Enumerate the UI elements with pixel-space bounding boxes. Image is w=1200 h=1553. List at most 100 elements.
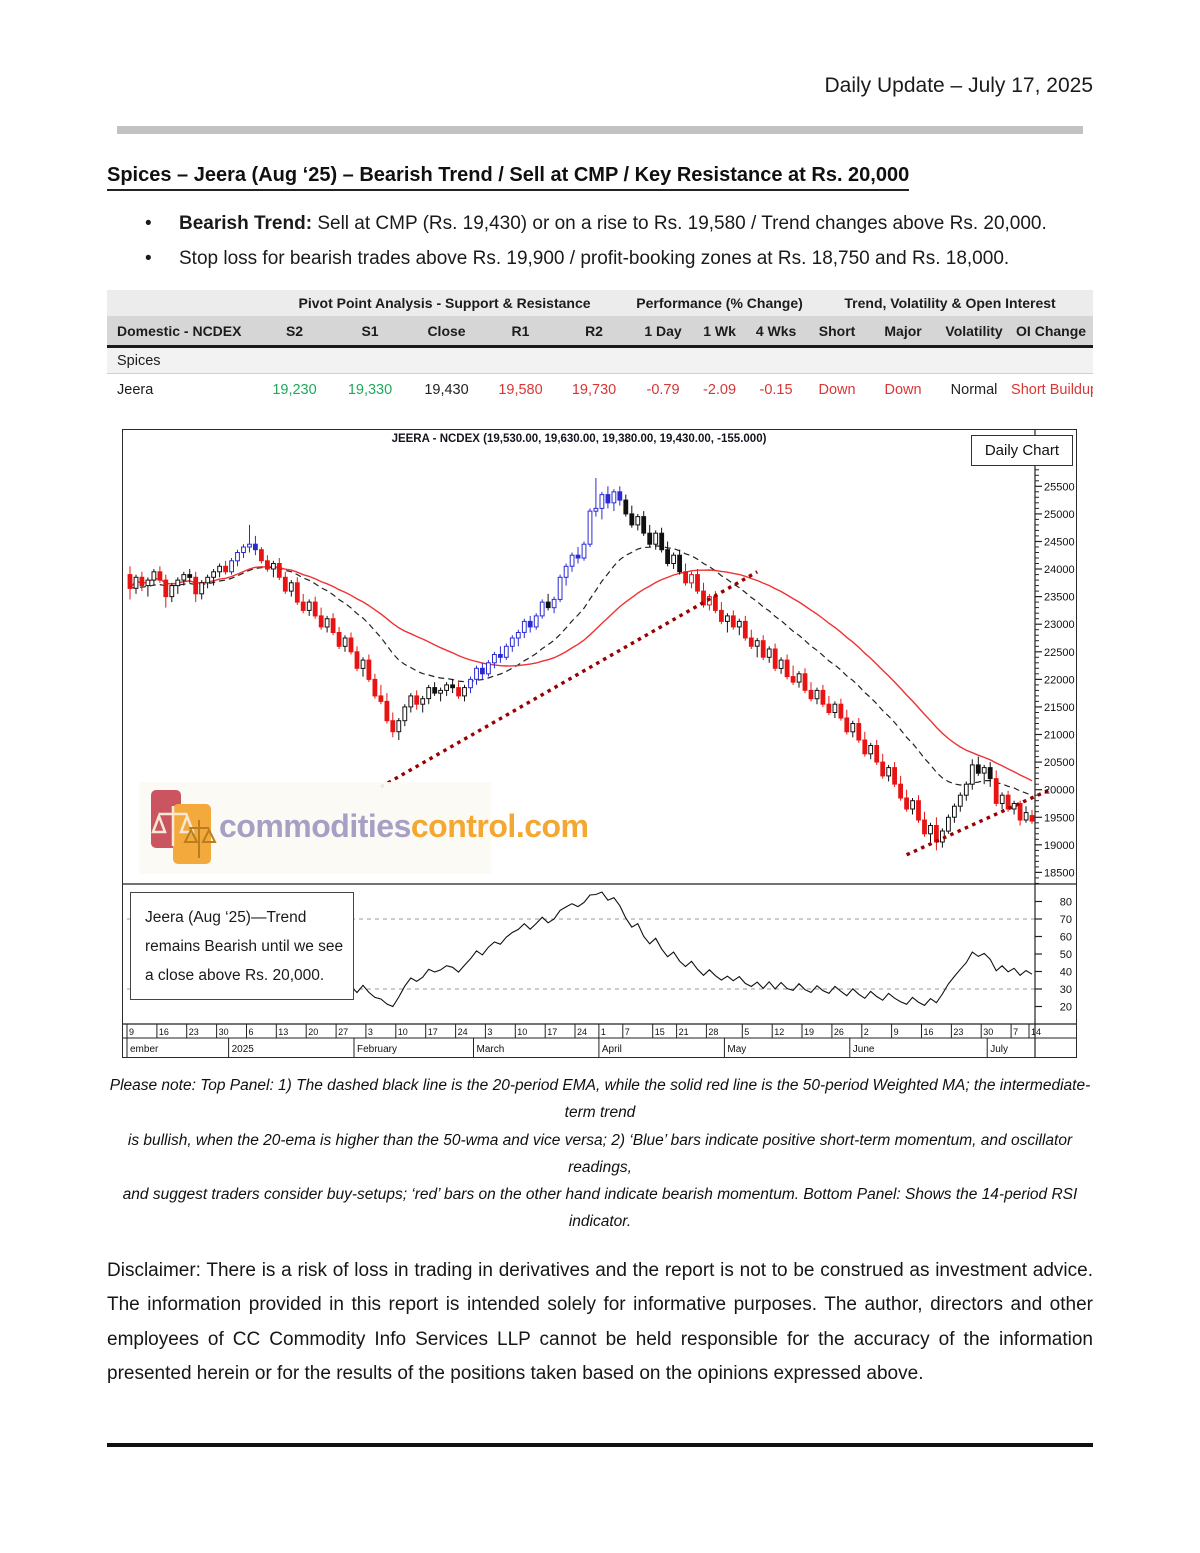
section-title-text: Spices – Jeera (Aug ‘25) – Bearish Trend… — [107, 164, 910, 191]
cell-4wks: -0.15 — [745, 373, 808, 405]
pivot-table: Pivot Point Analysis - Support & Resista… — [107, 290, 1094, 405]
svg-text:July: July — [990, 1044, 1008, 1055]
svg-text:60: 60 — [1060, 932, 1072, 944]
svg-text:5: 5 — [744, 1027, 749, 1037]
svg-text:6: 6 — [249, 1027, 254, 1037]
svg-text:30: 30 — [983, 1027, 993, 1037]
svg-text:16: 16 — [924, 1027, 934, 1037]
cell-s2: 19,230 — [257, 373, 332, 405]
svg-text:24500: 24500 — [1044, 537, 1075, 549]
chart-title: JEERA - NCDEX (19,530.00, 19,630.00, 19,… — [391, 433, 767, 445]
bullet-item: Bearish Trend: Sell at CMP (Rs. 19,430) … — [143, 213, 1200, 235]
svg-text:20: 20 — [1060, 1002, 1072, 1014]
svg-text:June: June — [853, 1044, 875, 1055]
bottom-rule — [107, 1443, 1093, 1447]
col-1wk: 1 Wk — [694, 316, 746, 348]
watermark-logo: commoditiescontrol.com — [139, 782, 589, 874]
group-header-spacer — [107, 290, 257, 316]
svg-text:9: 9 — [894, 1027, 899, 1037]
col-s1: S1 — [332, 316, 408, 348]
svg-text:21: 21 — [679, 1027, 689, 1037]
svg-text:24000: 24000 — [1044, 564, 1075, 576]
col-close: Close — [408, 316, 485, 348]
col-r2: R2 — [556, 316, 633, 348]
svg-text:50: 50 — [1060, 949, 1072, 961]
bullet-text: Stop loss for bearish trades above Rs. 1… — [179, 248, 1010, 269]
group-header-performance: Performance (% Change) — [632, 290, 808, 316]
cell-1wk: -2.09 — [694, 373, 746, 405]
svg-text:23: 23 — [189, 1027, 199, 1037]
svg-text:10: 10 — [517, 1027, 527, 1037]
chart-annotation: Jeera (Aug ‘25)—Trend remains Bearish un… — [130, 892, 354, 1000]
svg-text:20: 20 — [308, 1027, 318, 1037]
cell-oi-change: Short Buildup — [1009, 373, 1094, 405]
watermark-text: commoditiescontrol.com — [219, 808, 589, 845]
svg-text:3: 3 — [368, 1027, 373, 1037]
note-paragraph: Please note: Top Panel: 1) The dashed bl… — [104, 1072, 1096, 1236]
col-r1: R1 — [485, 316, 556, 348]
svg-text:3: 3 — [487, 1027, 492, 1037]
svg-text:17: 17 — [547, 1027, 557, 1037]
cell-major-trend: Down — [867, 373, 940, 405]
svg-text:20000: 20000 — [1044, 785, 1075, 797]
bullet-item: Stop loss for bearish trades above Rs. 1… — [143, 248, 1200, 270]
svg-text:30: 30 — [219, 1027, 229, 1037]
svg-text:23000: 23000 — [1044, 619, 1075, 631]
cell-s1: 19,330 — [332, 373, 408, 405]
svg-text:16: 16 — [159, 1027, 169, 1037]
svg-text:14: 14 — [1031, 1027, 1041, 1037]
col-major: Major — [867, 316, 940, 348]
svg-text:May: May — [727, 1044, 746, 1055]
svg-text:26: 26 — [834, 1027, 844, 1037]
cell-volatility: Normal — [939, 373, 1010, 405]
svg-text:19: 19 — [804, 1027, 814, 1037]
table-header-row: Domestic - NCDEX S2 S1 Close R1 R2 1 Day… — [107, 316, 1094, 348]
table-section-row: Spices — [107, 346, 1094, 374]
watermark-part2: control.com — [410, 808, 589, 844]
svg-text:30: 30 — [1060, 984, 1072, 996]
bullet-lead: Bearish Trend: — [179, 213, 313, 234]
cell-r1: 19,580 — [485, 373, 556, 405]
svg-text:9: 9 — [129, 1027, 134, 1037]
cell-name: Jeera — [107, 373, 257, 405]
svg-text:24: 24 — [458, 1027, 468, 1037]
daily-chart-badge: Daily Chart — [970, 435, 1073, 466]
svg-text:18500: 18500 — [1044, 867, 1075, 879]
bullet-text: Sell at CMP (Rs. 19,430) or on a rise to… — [312, 213, 1047, 234]
svg-text:27: 27 — [338, 1027, 348, 1037]
scales-icon — [151, 806, 217, 858]
svg-text:7: 7 — [625, 1027, 630, 1037]
col-oi-change: OI Change — [1009, 316, 1094, 348]
svg-text:2: 2 — [864, 1027, 869, 1037]
svg-text:19500: 19500 — [1044, 812, 1075, 824]
svg-text:80: 80 — [1060, 897, 1072, 909]
svg-text:25000: 25000 — [1044, 509, 1075, 521]
svg-text:22000: 22000 — [1044, 674, 1075, 686]
svg-text:23500: 23500 — [1044, 592, 1075, 604]
cell-1day: -0.79 — [632, 373, 695, 405]
svg-text:1: 1 — [601, 1027, 606, 1037]
note-line: is bullish, when the 20-ema is higher th… — [127, 1131, 1073, 1176]
svg-text:15: 15 — [655, 1027, 665, 1037]
watermark-part1: commodities — [219, 808, 411, 844]
svg-text:10: 10 — [398, 1027, 408, 1037]
svg-text:19000: 19000 — [1044, 840, 1075, 852]
section-title: Spices – Jeera (Aug ‘25) – Bearish Trend… — [107, 164, 1093, 191]
svg-text:2025: 2025 — [232, 1044, 255, 1055]
svg-text:20500: 20500 — [1044, 757, 1075, 769]
note-line: and suggest traders consider buy-setups;… — [122, 1186, 1078, 1231]
svg-text:21500: 21500 — [1044, 702, 1075, 714]
col-s2: S2 — [257, 316, 332, 348]
svg-text:17: 17 — [428, 1027, 438, 1037]
group-header-pivot: Pivot Point Analysis - Support & Resista… — [257, 290, 633, 316]
svg-text:70: 70 — [1060, 914, 1072, 926]
svg-text:February: February — [357, 1044, 397, 1055]
report-date: Daily Update – July 17, 2025 — [824, 74, 1094, 97]
col-4wks: 4 Wks — [745, 316, 808, 348]
table-row: Jeera 19,230 19,330 19,430 19,580 19,730… — [107, 373, 1094, 405]
col-1day: 1 Day — [632, 316, 695, 348]
section-row-label: Spices — [107, 346, 1094, 374]
svg-text:28: 28 — [708, 1027, 718, 1037]
svg-text:ember: ember — [130, 1044, 159, 1055]
